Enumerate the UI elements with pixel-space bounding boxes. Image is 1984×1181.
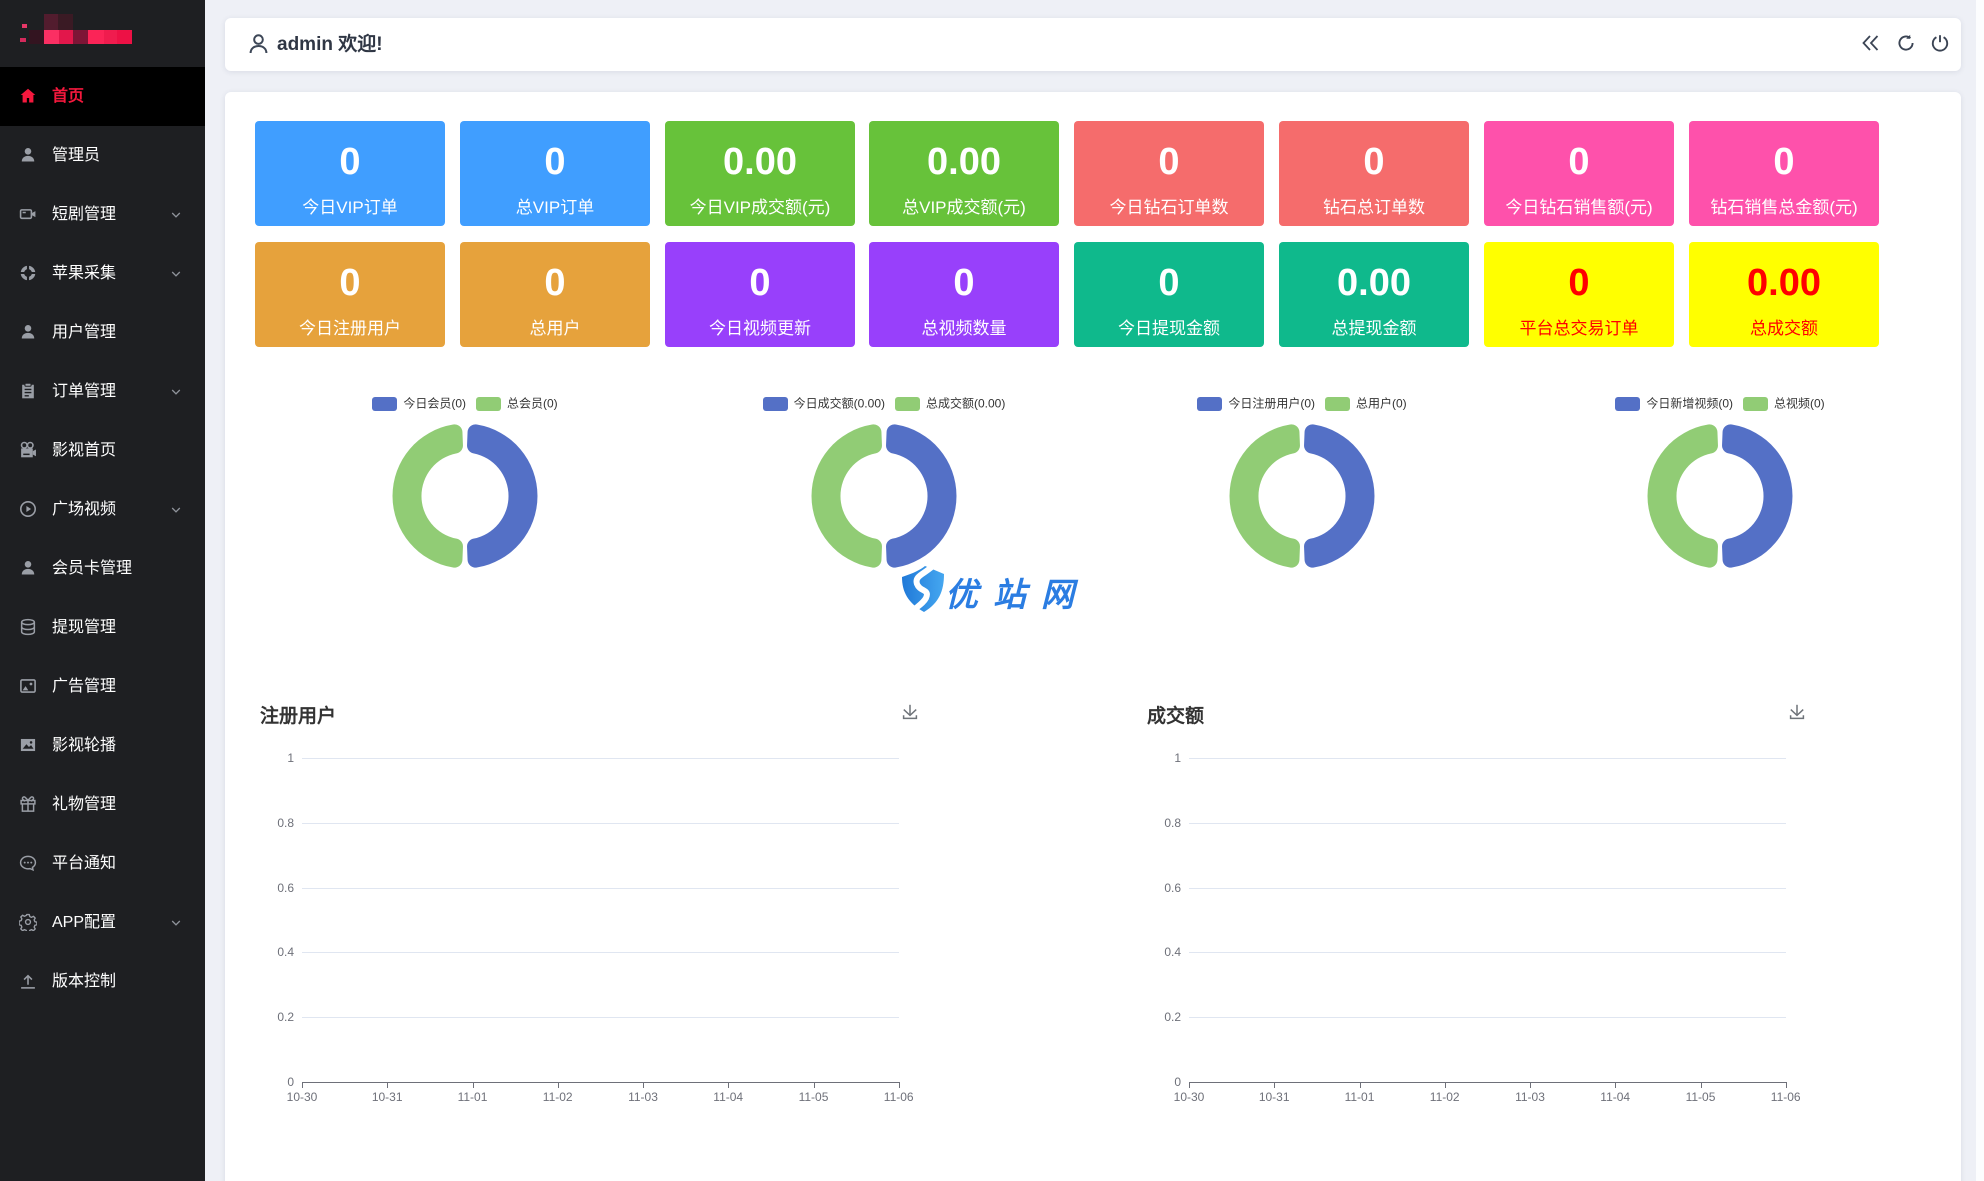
svg-text:优站网: 优站网 — [945, 576, 1089, 613]
